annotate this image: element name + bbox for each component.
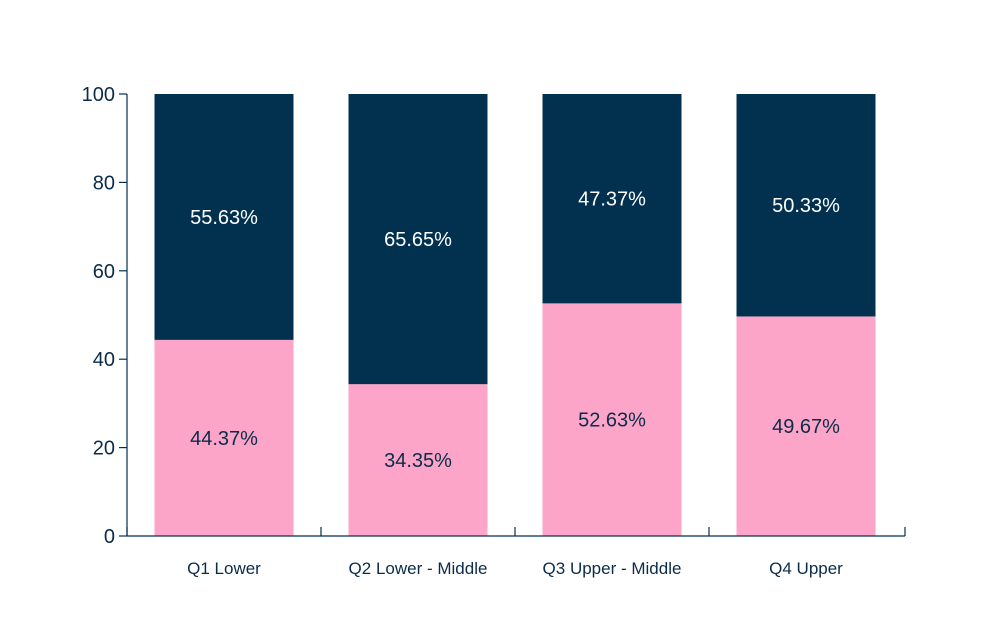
bar-segment	[348, 94, 488, 385]
data-label: 34.35%	[384, 450, 452, 472]
bar-segment	[736, 94, 876, 317]
y-ticks-group: 0 20 40 60 80 100	[82, 84, 127, 548]
bar-segment	[154, 339, 294, 536]
category-label: Q4 Upper	[769, 559, 843, 578]
bars-group	[154, 94, 876, 536]
data-label: 50.33%	[772, 195, 840, 217]
category-label: Q2 Lower - Middle	[349, 559, 488, 578]
y-tick-label: 100	[82, 84, 115, 106]
category-labels-group: Q1 Lower Q2 Lower - Middle Q3 Upper - Midd…	[187, 559, 843, 578]
y-tick-label: 40	[93, 349, 115, 371]
data-label: 47.37%	[578, 189, 646, 211]
y-tick-label: 60	[93, 261, 115, 283]
bar-segment	[542, 303, 682, 536]
axes-group	[126, 94, 905, 537]
data-label: 55.63%	[190, 207, 258, 229]
data-label: 65.65%	[384, 229, 452, 251]
data-label: 49.67%	[772, 416, 840, 438]
bar-segment	[154, 94, 294, 340]
bar-segment	[348, 384, 488, 536]
y-tick-label: 20	[93, 438, 115, 460]
data-label: 52.63%	[578, 410, 646, 432]
category-label: Q1 Lower	[187, 559, 261, 578]
y-tick-label: 0	[104, 526, 115, 548]
y-tick-label: 80	[93, 172, 115, 194]
data-label: 44.37%	[190, 428, 258, 450]
data-labels-group: 44.37% 55.63% 34.35% 65.65% 52.63% 47.37% 49.6…	[190, 189, 840, 472]
bar-segment	[736, 316, 876, 536]
category-label: Q3 Upper - Middle	[543, 559, 682, 578]
x-ticks-group	[126, 527, 906, 536]
bar-segment	[542, 94, 682, 304]
